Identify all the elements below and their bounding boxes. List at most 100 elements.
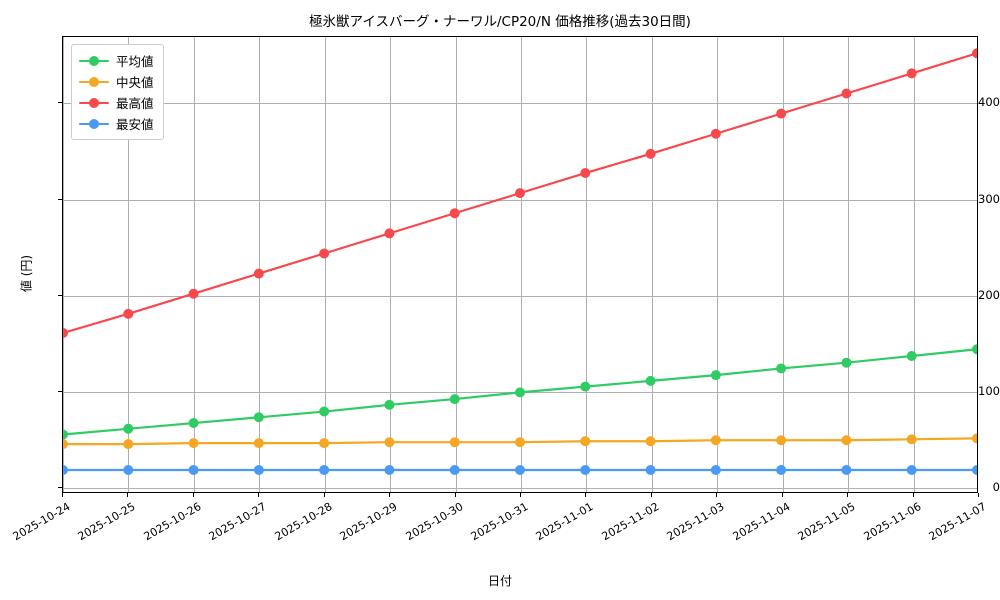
x-tick-label: 2025-11-03 <box>664 500 727 544</box>
data-point-marker <box>710 128 721 139</box>
gridline-y <box>63 488 977 490</box>
gridline-y <box>63 295 977 297</box>
x-axis-label: 日付 <box>487 574 512 588</box>
x-tick-mark <box>192 493 194 497</box>
data-point-marker <box>449 208 460 219</box>
y-tick-label: 100 <box>978 384 1000 399</box>
data-point-marker <box>776 464 787 475</box>
y-tick-label: 200 <box>978 287 1000 302</box>
y-tick-label: 300 <box>978 191 1000 206</box>
gridline-y <box>63 199 977 201</box>
data-point-marker <box>515 437 525 448</box>
data-point-marker <box>906 464 917 475</box>
gridline-y <box>63 103 977 105</box>
data-point-marker <box>580 168 591 178</box>
data-point-marker <box>972 433 977 444</box>
data-point-marker <box>710 370 721 381</box>
series-最安値 <box>63 464 977 475</box>
data-point-marker <box>515 464 525 475</box>
data-point-marker <box>515 387 525 398</box>
gridline-x <box>63 37 64 492</box>
legend-swatch-icon <box>79 96 109 110</box>
gridline-x <box>259 37 261 492</box>
gridline-x <box>521 37 522 492</box>
data-point-marker <box>123 464 134 475</box>
data-point-marker <box>841 88 852 99</box>
data-point-marker <box>188 438 199 449</box>
legend-label: 平均値 <box>116 54 154 69</box>
y-tick-mark <box>58 294 62 296</box>
data-point-marker <box>188 418 199 429</box>
data-point-marker <box>906 351 917 361</box>
data-point-marker <box>841 464 852 475</box>
x-tick-label: 2025-11-06 <box>861 500 924 544</box>
data-point-marker <box>972 48 977 59</box>
data-point-marker <box>906 434 917 445</box>
gridline-x <box>782 37 784 492</box>
data-point-marker <box>253 438 264 449</box>
gridline-x <box>717 37 719 492</box>
legend-label: 最高値 <box>116 96 154 111</box>
legend-item-最高値[interactable]: 最高値 <box>79 92 154 113</box>
x-tick-label: 2025-10-24 <box>10 500 73 544</box>
x-tick-mark <box>323 493 325 497</box>
data-point-marker <box>515 188 525 199</box>
data-point-marker <box>253 268 264 279</box>
data-point-marker <box>188 288 199 299</box>
data-point-marker <box>63 429 68 440</box>
gridline-x <box>913 37 915 492</box>
data-point-marker <box>253 412 264 423</box>
x-tick-mark <box>650 493 652 497</box>
gridline-x <box>848 37 850 492</box>
data-point-marker <box>63 464 68 475</box>
data-point-marker <box>253 464 264 475</box>
x-tick-mark <box>258 493 260 497</box>
chart-title: 極氷獣アイスバーグ・ナーワル/CP20/N 価格推移(過去30日間) <box>309 14 691 30</box>
x-tick-mark <box>62 493 63 497</box>
data-point-marker <box>319 464 330 475</box>
data-point-marker <box>645 464 656 475</box>
gridline-x <box>193 37 195 492</box>
legend-swatch-icon <box>79 75 109 89</box>
data-point-marker <box>449 464 460 475</box>
y-tick-mark <box>58 391 62 393</box>
legend-item-最安値[interactable]: 最安値 <box>79 113 154 134</box>
data-point-marker <box>972 344 977 355</box>
x-tick-mark <box>127 493 129 497</box>
gridline-x <box>324 37 326 492</box>
gridline-x <box>651 37 653 492</box>
data-point-marker <box>123 308 134 319</box>
x-tick-label: 2025-11-01 <box>534 500 596 544</box>
data-point-marker <box>776 108 787 119</box>
data-point-marker <box>580 464 591 475</box>
data-point-marker <box>580 381 591 392</box>
data-point-marker <box>123 423 134 434</box>
x-tick-label: 2025-11-07 <box>926 500 989 544</box>
legend-swatch-icon <box>79 54 109 68</box>
x-tick-mark <box>781 493 783 497</box>
y-tick-mark <box>58 487 62 489</box>
data-point-marker <box>188 464 199 475</box>
series-最高値 <box>63 48 977 338</box>
x-tick-label: 2025-10-27 <box>206 500 269 544</box>
legend-label: 最安値 <box>116 117 154 132</box>
data-point-marker <box>645 375 656 386</box>
gridline-x <box>128 37 130 492</box>
y-tick-mark <box>58 198 62 200</box>
data-point-marker <box>841 435 852 446</box>
data-point-marker <box>63 328 68 338</box>
data-point-marker <box>384 464 395 475</box>
legend-item-平均値[interactable]: 平均値 <box>79 50 154 71</box>
series-平均値 <box>63 344 977 440</box>
legend-swatch-icon <box>79 117 109 131</box>
gridline-x <box>586 37 588 492</box>
y-axis-label: 値 (円) <box>19 254 34 293</box>
legend-item-中央値[interactable]: 中央値 <box>79 71 154 92</box>
x-tick-mark <box>520 493 521 497</box>
data-point-marker <box>449 394 460 405</box>
x-tick-label: 2025-10-26 <box>141 500 204 544</box>
data-point-marker <box>645 436 656 447</box>
y-tick-label: 0 <box>992 480 1000 495</box>
chart-legend: 平均値中央値最高値最安値 <box>71 44 164 140</box>
